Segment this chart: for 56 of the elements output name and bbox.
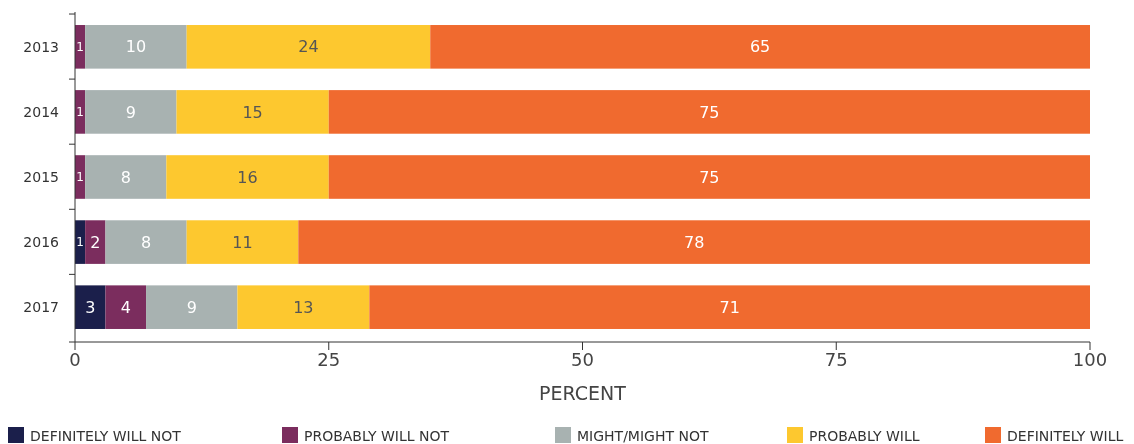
bar [85,220,106,264]
y-tick-label: 2014 [23,103,60,120]
y-tick-label: 2017 [23,299,59,316]
data-label: 15 [242,102,263,122]
bar [430,25,1090,69]
bar [186,220,299,264]
legend-label: DEFINITELY WILL NOT [30,428,182,444]
bar [328,155,1090,199]
data-label: 75 [699,167,720,187]
data-label: 8 [140,232,152,252]
bar [186,25,431,69]
x-tick-label: 50 [571,349,594,370]
bar [166,155,329,199]
legend-label: MIGHT/MIGHT NOT [577,428,709,444]
data-label: 24 [298,37,319,57]
data-label: 10 [125,37,147,57]
x-tick-label: 100 [1072,349,1108,370]
bar [237,285,370,329]
data-label: 1 [76,170,84,185]
bar [75,285,106,329]
x-axis-title: PERCENT [539,382,627,404]
y-tick-label: 2013 [23,38,59,55]
bar [85,25,187,69]
bar [105,285,147,329]
data-label: 11 [232,232,253,252]
data-label: 16 [237,167,258,187]
data-label: 1 [76,105,84,120]
data-label: 75 [699,102,720,122]
data-label: 3 [85,297,96,317]
legend-label: PROBABLY WILL [809,428,920,444]
bar [146,285,238,329]
legend-label: PROBABLY WILL NOT [304,428,450,444]
data-label: 1 [76,235,84,250]
bar [328,90,1090,134]
bar [176,90,329,134]
data-label: 13 [293,297,314,317]
data-label: 9 [186,297,197,317]
bar [85,90,177,134]
bar [85,155,167,199]
y-tick-label: 2015 [23,168,59,185]
data-label: 71 [719,297,740,317]
x-tick-label: 0 [69,349,81,370]
legend-label: DEFINITELY WILL [1007,428,1124,444]
bar [105,220,187,264]
bar [298,220,1090,264]
data-label: 9 [125,102,136,122]
y-tick-label: 2016 [23,233,60,250]
data-label: 8 [120,167,131,187]
bar [369,285,1090,329]
data-label: 2 [90,232,101,252]
x-tick-label: 25 [317,349,341,370]
data-label: 1 [76,40,84,55]
x-tick-label: 75 [824,349,848,370]
data-label: 4 [120,297,131,317]
data-label: 65 [749,37,771,57]
data-label: 78 [683,232,705,252]
